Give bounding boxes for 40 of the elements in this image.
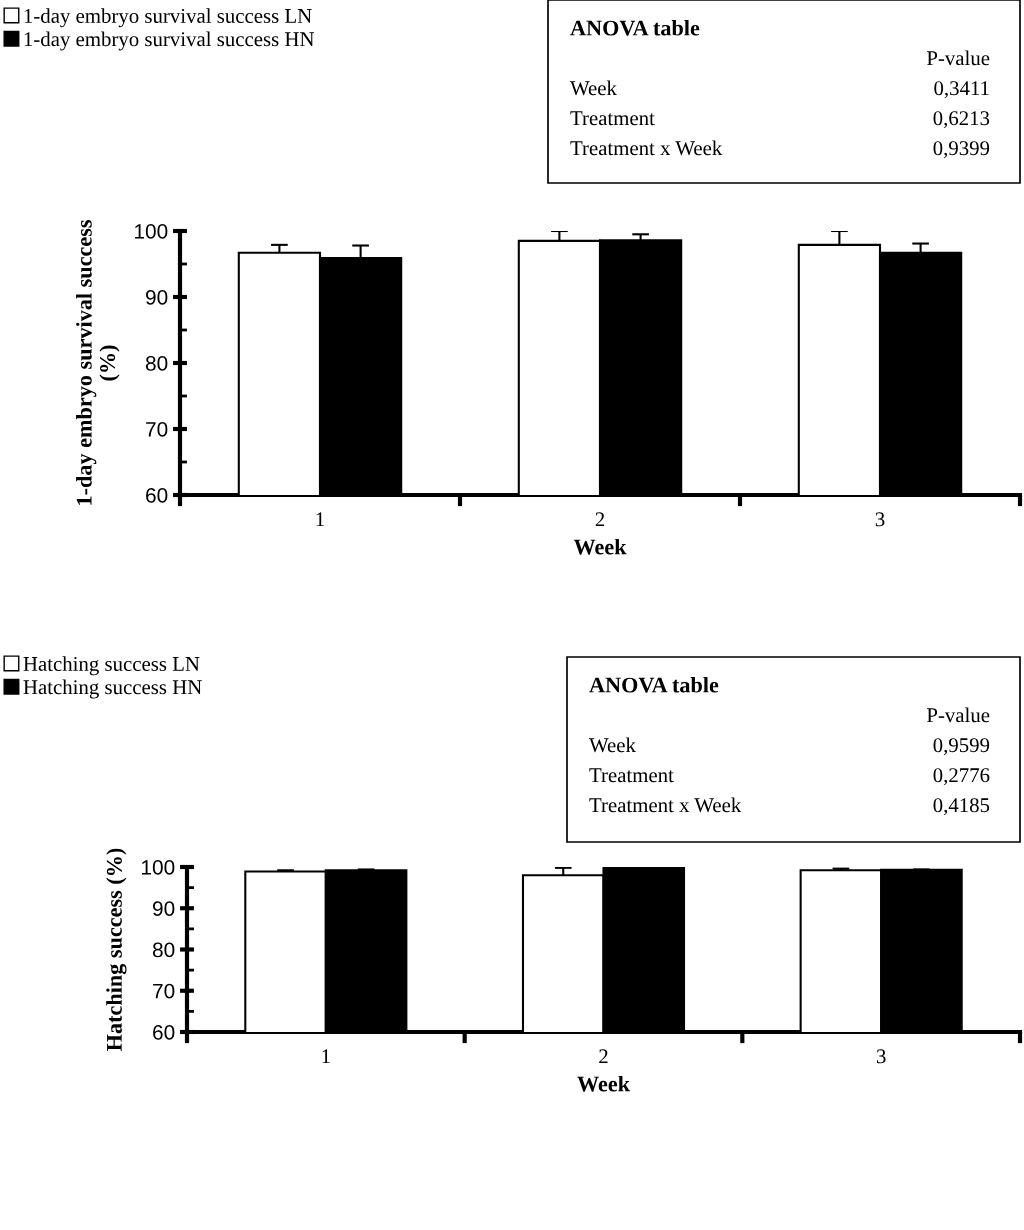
x-tick-label: 3	[875, 512, 885, 527]
y-tick-label: 90	[146, 290, 168, 305]
x-tick-label: 1	[316, 512, 324, 527]
text: 0,4185	[933, 798, 990, 816]
text: ANOVA table	[589, 676, 719, 693]
x-tick-label: 2	[595, 512, 605, 527]
text: Week	[570, 80, 617, 96]
text: Week	[589, 737, 636, 753]
legend-label: 1-day embryo survival success LN	[24, 8, 312, 28]
y-tick-label: 80	[152, 942, 175, 958]
text: 0,2776	[933, 768, 990, 786]
text: 0,9399	[933, 141, 990, 159]
x-tick-label: 2	[599, 1049, 608, 1064]
text: Treatment x Week	[570, 140, 723, 156]
y-tick-label: 100	[135, 224, 168, 239]
text: Treatment	[589, 768, 674, 783]
y-tick-label: 90	[153, 901, 175, 916]
text: P-value	[926, 50, 990, 66]
text: 0,6213	[933, 111, 990, 129]
legend-label: Hatching success LN	[23, 656, 200, 676]
text: P-value	[926, 707, 990, 723]
text: Treatment x Week	[589, 797, 742, 813]
y-axis-title: Hatching success (%)	[106, 848, 127, 1051]
text: Treatment	[570, 111, 655, 126]
y-axis-title: 1-day embryo survival success (%)	[76, 220, 120, 505]
y-tick-label: 60	[146, 488, 168, 503]
text: 0,9599	[933, 738, 990, 756]
x-axis-title: Week	[577, 1075, 631, 1092]
y-tick-label: 60	[153, 1025, 175, 1040]
legend-label: Hatching success HN	[23, 679, 202, 699]
y-tick-label: 70	[146, 422, 168, 437]
y-tick-label: 80	[145, 356, 168, 371]
y-tick-label: 100	[142, 860, 175, 875]
text: ANOVA table	[570, 19, 700, 36]
y-tick-label: 70	[153, 983, 175, 999]
x-tick-label: 3	[876, 1049, 886, 1064]
legend-label: 1-day embryo survival success HN	[24, 31, 315, 51]
x-axis-title: Week	[573, 538, 627, 555]
x-tick-label: 1	[322, 1049, 330, 1064]
text: 0,3411	[934, 81, 989, 99]
